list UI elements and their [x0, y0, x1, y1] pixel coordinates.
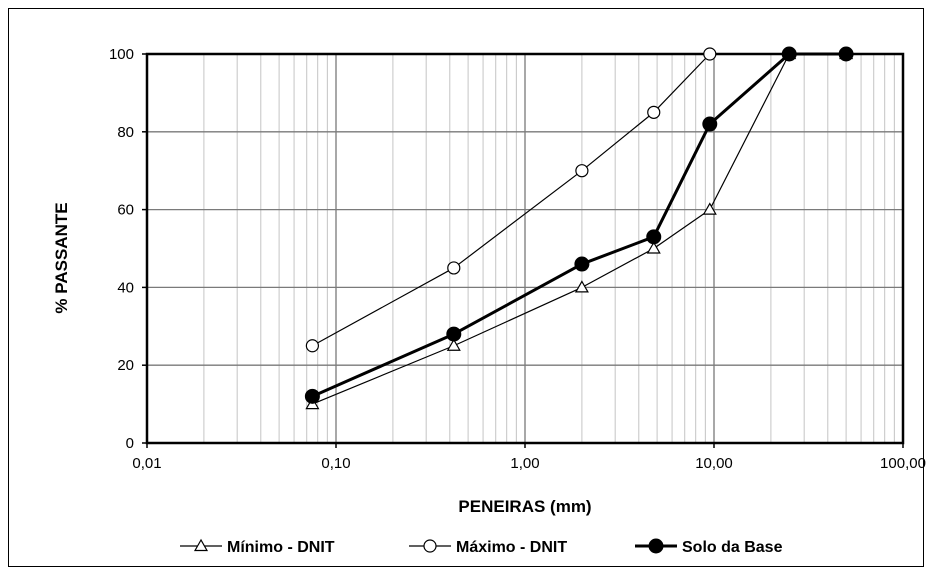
filled-circle-marker — [646, 229, 662, 245]
series-2 — [305, 47, 717, 353]
y-tick-label: 20 — [117, 357, 134, 374]
legend-label: Mínimo - DNIT — [227, 539, 335, 556]
triangle-marker — [193, 538, 209, 552]
y-tick-label: 80 — [117, 124, 134, 141]
x-tick-label: 10,00 — [695, 455, 733, 472]
x-tick-label: 0,01 — [132, 455, 161, 472]
series-3 — [304, 46, 854, 404]
open-circle-marker — [305, 339, 319, 353]
major-gridlines — [147, 54, 903, 443]
open-circle-marker — [423, 539, 437, 553]
triangle-marker — [702, 202, 717, 215]
filled-circle-marker — [838, 46, 854, 62]
filled-circle-marker — [446, 326, 462, 342]
x-axis-title: PENEIRAS (mm) — [458, 497, 591, 516]
triangle-marker — [446, 338, 461, 351]
open-circle-marker — [703, 47, 717, 61]
axis-ticks: 0,01 0,10 1,00 10,00 100,00 0 20 40 60 80 100 — [109, 46, 926, 472]
filled-circle-marker — [702, 116, 718, 132]
x-tick-label: 0,10 — [321, 455, 350, 472]
legend-item-3: Solo da Base — [635, 538, 783, 556]
x-tick-label: 100,00 — [880, 455, 926, 472]
triangle-marker — [574, 280, 589, 293]
legend-label: Máximo - DNIT — [456, 539, 567, 556]
minor-gridlines — [203, 54, 895, 443]
filled-circle-marker — [304, 388, 320, 404]
x-tick-label: 1,00 — [510, 455, 539, 472]
series-1 — [305, 46, 854, 410]
y-axis-title: % PASSANTE — [52, 202, 71, 313]
open-circle-marker — [447, 261, 461, 275]
y-tick-label: 60 — [117, 202, 134, 219]
y-tick-label: 40 — [117, 279, 134, 296]
y-tick-label: 100 — [109, 46, 134, 63]
filled-circle-marker — [781, 46, 797, 62]
triangle-marker — [646, 241, 661, 254]
legend-label: Solo da Base — [682, 539, 783, 556]
filled-circle-marker — [648, 538, 664, 554]
series-layer — [304, 46, 854, 410]
open-circle-marker — [647, 105, 661, 119]
legend-item-2: Máximo - DNIT — [409, 539, 567, 556]
y-tick-label: 0 — [126, 435, 134, 452]
legend-item-1: Mínimo - DNIT — [180, 538, 335, 556]
open-circle-marker — [575, 164, 589, 178]
legend: Mínimo - DNIT Máximo - DNIT Solo da Base — [180, 538, 783, 556]
filled-circle-marker — [574, 256, 590, 272]
